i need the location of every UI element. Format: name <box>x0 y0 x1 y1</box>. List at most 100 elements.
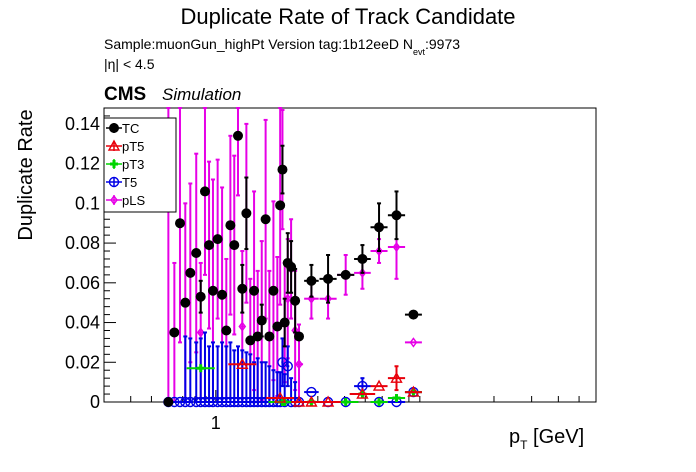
data-point-TC <box>268 285 279 296</box>
x-tick-label: 1 <box>211 413 221 433</box>
data-point-TC <box>212 234 223 245</box>
data-point-TC <box>225 220 236 231</box>
y-tick-label: 0.12 <box>65 154 100 174</box>
marker-TC <box>279 317 290 328</box>
y-axis-label: Duplicate Rate <box>15 109 37 240</box>
chart-subtitle-line1: Sample:muonGun_highPt Version tag:1b12ee… <box>104 36 460 57</box>
data-point-pT3 <box>186 364 215 373</box>
series-pLS <box>164 107 422 408</box>
marker-TC <box>357 253 368 264</box>
marker-TC <box>180 297 191 308</box>
marker-pT3 <box>196 364 205 373</box>
legend-entry-T5: T5 <box>106 175 137 190</box>
marker-pLS <box>358 267 367 279</box>
data-point-pLS <box>404 337 422 348</box>
data-point-TC <box>256 303 267 338</box>
marker-pT3 <box>341 398 350 406</box>
marker-TC <box>277 164 288 175</box>
legend-entry-pT5: pT5 <box>106 139 144 154</box>
cms-sublabel: Simulation <box>162 85 241 104</box>
marker-pT5 <box>407 385 420 397</box>
marker-pT5 <box>292 395 306 407</box>
marker-pT5 <box>236 357 249 369</box>
marker-TC <box>199 186 210 197</box>
data-point-TC <box>221 325 232 336</box>
marker-TC <box>191 248 202 259</box>
data-point-TC <box>290 267 301 334</box>
y-tick-label: 0.1 <box>75 193 100 213</box>
marker-TC <box>229 240 240 251</box>
x-label-main: p <box>509 426 520 448</box>
data-point-TC <box>264 331 275 342</box>
data-point-T5 <box>185 337 196 408</box>
data-point-TC <box>370 202 388 253</box>
marker-TC <box>256 315 267 326</box>
data-point-TC <box>337 269 355 280</box>
legend-marker-TC <box>109 123 119 133</box>
legend-entry-TC: TC <box>106 121 139 136</box>
marker-TC <box>306 275 317 286</box>
data-point-pT5 <box>228 357 257 369</box>
data-point-TC <box>195 279 206 314</box>
marker-TC <box>260 214 271 225</box>
data-point-T5 <box>180 335 191 408</box>
data-point-TC <box>229 240 240 251</box>
legend-label-TC: TC <box>122 121 139 136</box>
series-pT5 <box>228 357 422 407</box>
legend-marker-pLS <box>110 194 118 206</box>
chart-subtitle-line2: |η| < 4.5 <box>104 56 155 72</box>
y-tick-label: 0.02 <box>65 352 100 372</box>
y-tick-label: 0 <box>90 392 100 412</box>
data-point-pT5 <box>387 365 406 392</box>
marker-TC <box>212 234 223 245</box>
marker-TC <box>391 210 402 221</box>
data-point-pT5 <box>266 391 295 403</box>
data-point-TC <box>387 190 406 241</box>
data-point-TC <box>277 144 288 195</box>
legend-marker-pT3 <box>110 160 118 168</box>
data-point-pT5 <box>404 385 422 397</box>
subtitle-tail: :9973 <box>425 36 460 52</box>
marker-TC <box>294 331 305 342</box>
subtitle-main: Sample:muonGun_highPt Version tag:1b12ee… <box>104 36 413 52</box>
series-TC <box>163 130 422 407</box>
marker-TC <box>174 218 185 229</box>
marker-TC <box>217 289 228 300</box>
data-point-TC <box>404 309 422 320</box>
marker-pT3 <box>392 394 401 403</box>
marker-TC <box>232 130 243 141</box>
marker-pLS <box>392 241 401 253</box>
legend: TC pT5 pT3 T5 pLS <box>103 117 177 213</box>
legend-label-pLS: pLS <box>122 193 145 208</box>
marker-TC <box>340 269 351 280</box>
data-point-TC <box>163 397 174 407</box>
x-label-tail: [GeV] <box>527 426 584 448</box>
data-point-TC <box>304 263 319 298</box>
marker-TC <box>323 273 334 284</box>
data-point-TC <box>191 248 202 259</box>
data-point-pT3 <box>370 398 388 406</box>
marker-TC <box>169 327 180 338</box>
data-point-TC <box>237 263 248 314</box>
data-point-pT5 <box>349 387 376 399</box>
marker-TC <box>241 208 252 219</box>
y-tick-label: 0.14 <box>65 114 100 134</box>
data-point-TC <box>207 285 218 296</box>
marker-pT5 <box>372 379 386 391</box>
marker-TC <box>275 200 286 211</box>
marker-TC <box>374 222 385 233</box>
data-point-TC <box>279 297 290 348</box>
marker-T5 <box>282 361 293 372</box>
x-axis-label: pT [GeV] <box>509 426 584 452</box>
data-point-TC <box>319 254 337 304</box>
marker-TC <box>225 220 236 231</box>
data-point-T5 <box>304 386 319 398</box>
legend-entry-pLS: pLS <box>106 193 145 208</box>
legend-marker-pT5 <box>107 139 121 151</box>
y-tick-label: 0.04 <box>65 313 100 333</box>
marker-TC <box>249 285 260 296</box>
marker-TC <box>195 291 206 302</box>
marker-pT5 <box>390 371 403 383</box>
marker-pT5 <box>321 395 335 407</box>
